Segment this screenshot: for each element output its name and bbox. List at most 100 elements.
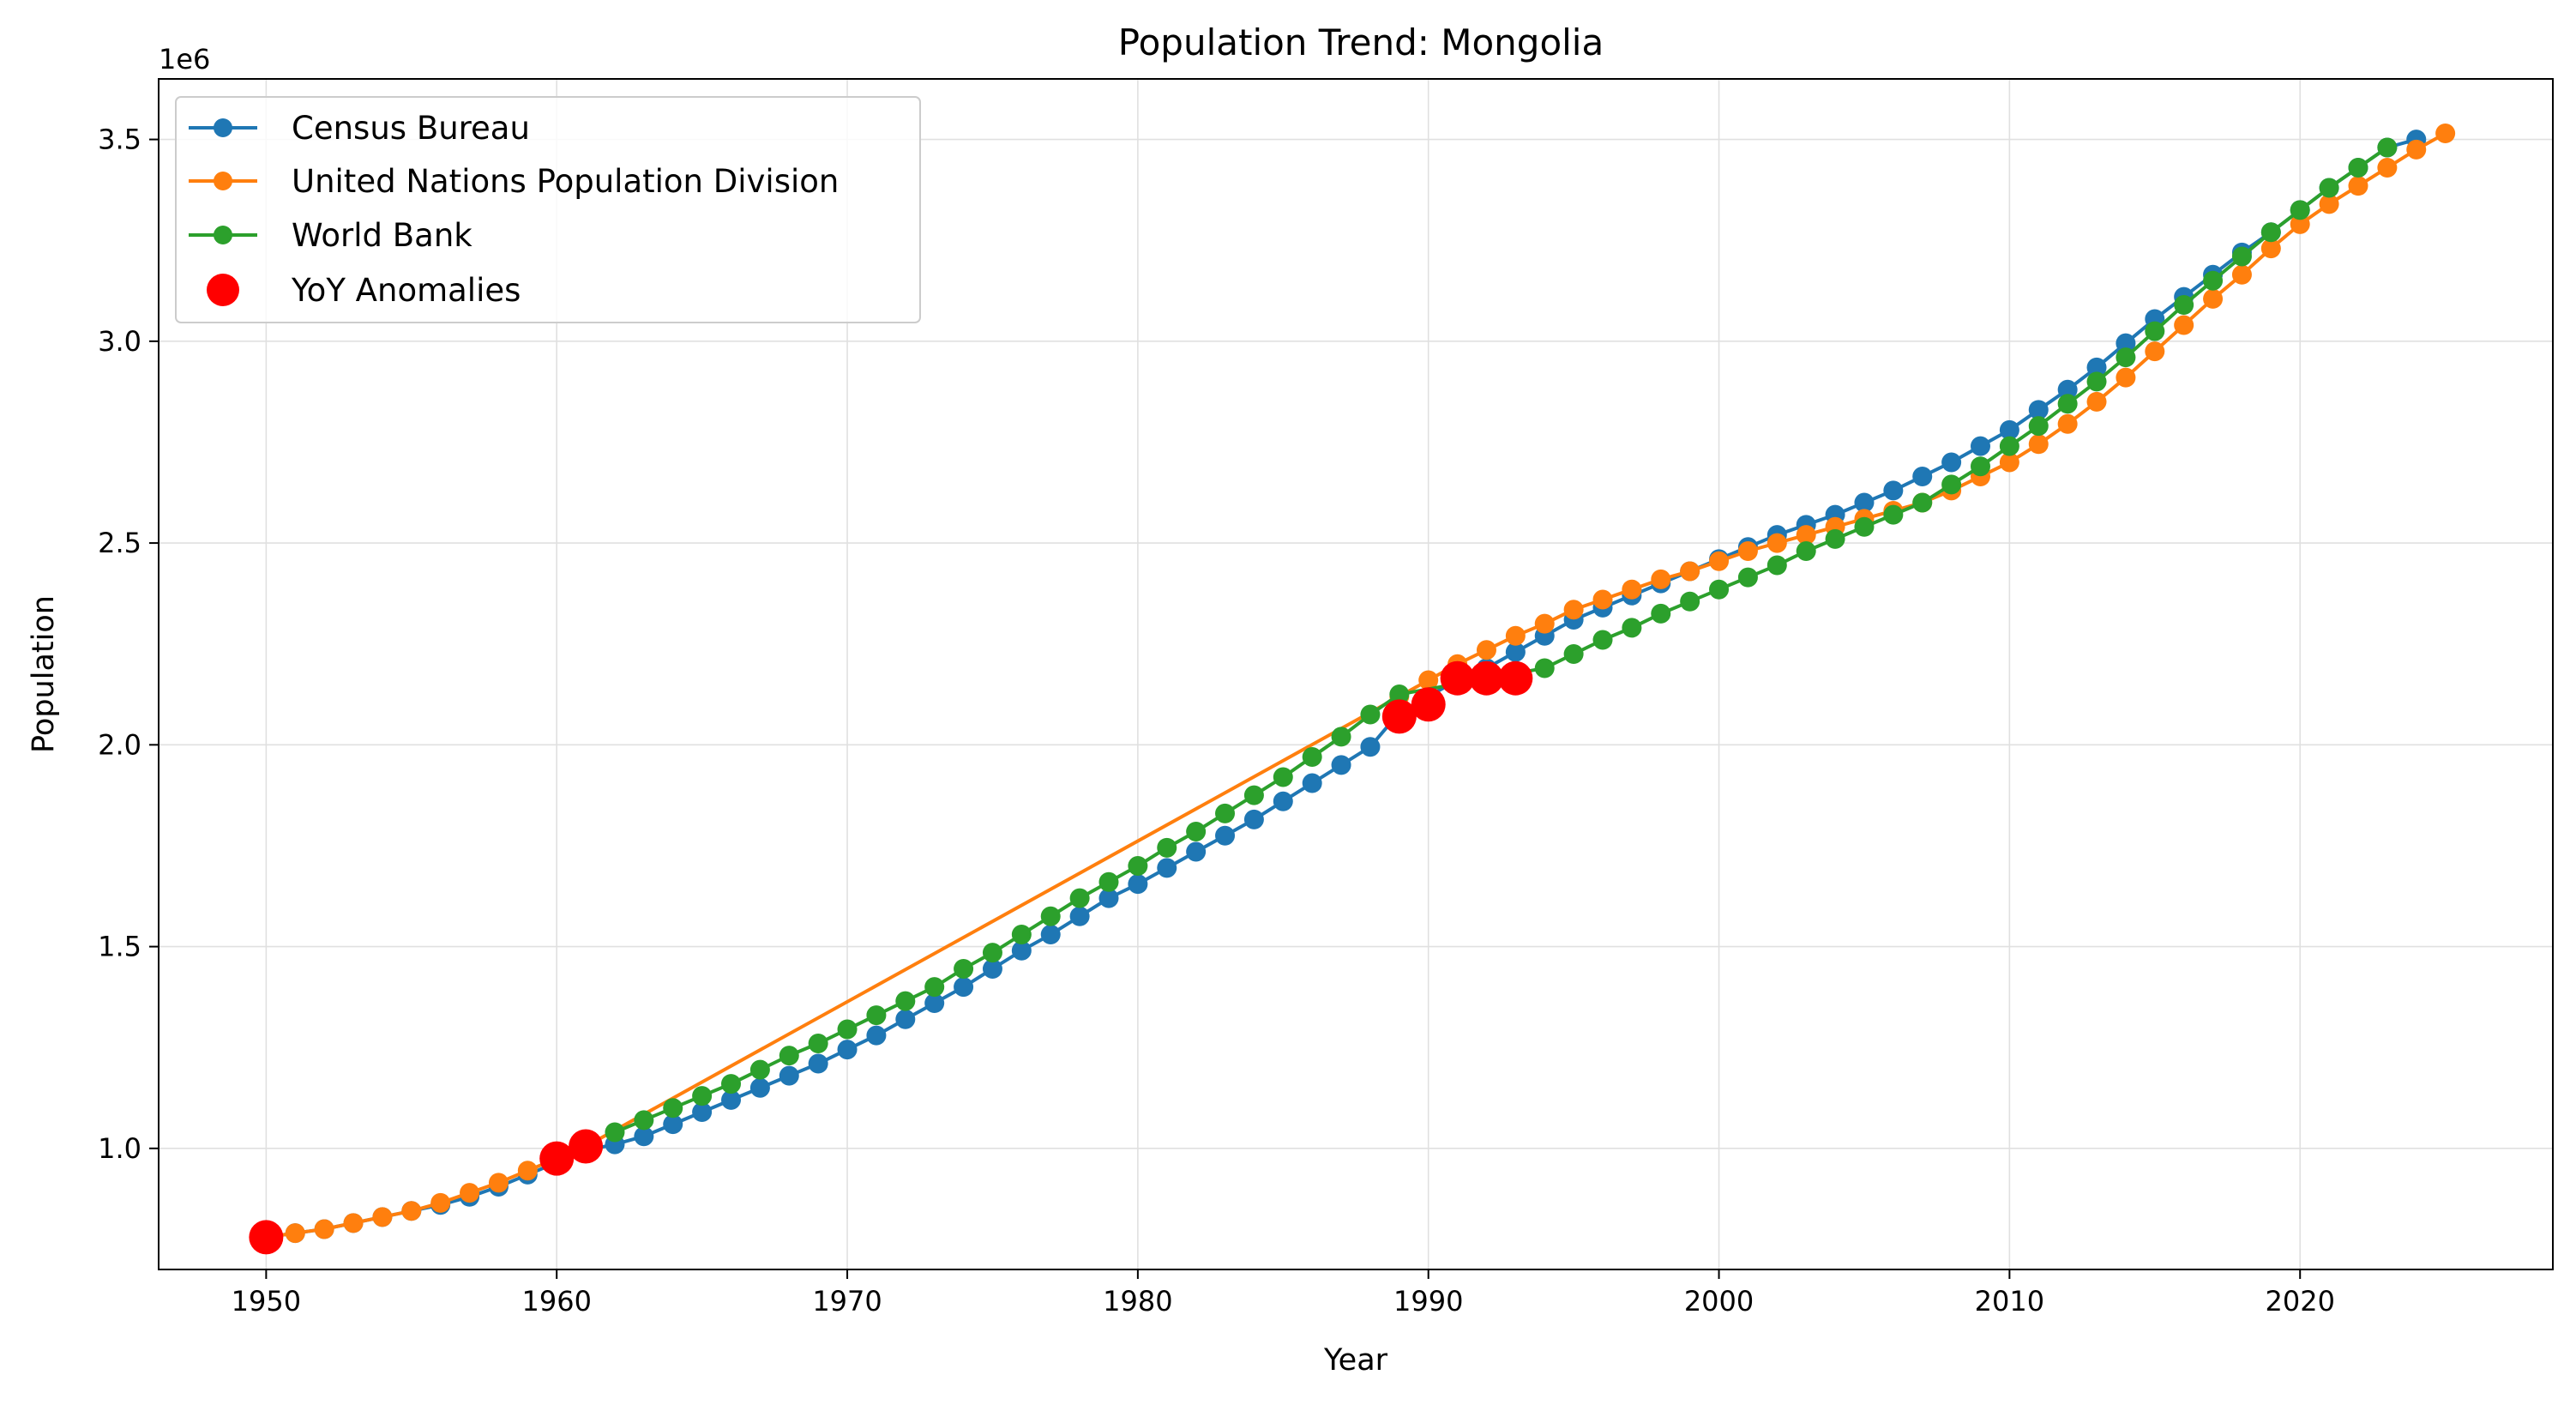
data-point-world-bank xyxy=(1912,492,1933,513)
anomaly-point xyxy=(1469,660,1504,696)
data-point-census-bureau xyxy=(982,958,1002,979)
anomaly-point xyxy=(1440,660,1475,696)
data-point-census-bureau xyxy=(1331,755,1351,775)
legend-label-anomalies: YoY Anomalies xyxy=(291,272,521,309)
data-point-united-nations-population-division xyxy=(517,1161,538,1181)
data-point-world-bank xyxy=(2348,158,2368,178)
data-point-world-bank xyxy=(1040,906,1061,926)
data-point-world-bank xyxy=(808,1034,828,1054)
data-point-united-nations-population-division xyxy=(2028,434,2049,455)
data-point-united-nations-population-division xyxy=(2348,176,2368,196)
data-point-census-bureau xyxy=(2057,379,2078,400)
data-point-world-bank xyxy=(1563,643,1584,664)
data-point-united-nations-population-division xyxy=(1766,533,1787,553)
y-axis-ticks: 1.0 1.5 2.0 2.5 3.0 3.5 xyxy=(98,124,159,1165)
data-point-world-bank xyxy=(634,1110,654,1131)
data-point-world-bank xyxy=(1709,579,1730,600)
data-point-world-bank xyxy=(1302,746,1322,767)
data-point-world-bank xyxy=(1622,618,1642,638)
data-point-united-nations-population-division xyxy=(2435,124,2456,144)
data-point-census-bureau xyxy=(749,1077,770,1098)
x-tick-label: 2010 xyxy=(1975,1285,2044,1318)
anomaly-point xyxy=(1381,699,1417,734)
data-point-world-bank xyxy=(1970,456,1990,477)
data-point-world-bank xyxy=(1098,871,1119,892)
data-point-united-nations-population-division xyxy=(1796,525,1816,546)
data-point-united-nations-population-division xyxy=(401,1201,422,1221)
data-point-united-nations-population-division xyxy=(1505,625,1526,646)
data-point-world-bank xyxy=(1215,803,1236,823)
data-point-world-bank xyxy=(1069,888,1090,908)
series-layer xyxy=(256,124,2456,1247)
legend-swatch-anomaly-marker xyxy=(207,274,239,306)
data-point-census-bureau xyxy=(1505,642,1526,662)
data-point-census-bureau xyxy=(895,1009,916,1029)
data-point-world-bank xyxy=(1854,516,1875,537)
data-point-world-bank xyxy=(2086,371,2107,392)
data-point-world-bank xyxy=(663,1098,683,1119)
legend-swatch-un-marker xyxy=(214,172,232,190)
series-world-bank xyxy=(605,137,2398,1143)
data-point-united-nations-population-division xyxy=(1563,600,1584,620)
data-point-united-nations-population-division xyxy=(372,1207,393,1227)
y-tick-label: 2.0 xyxy=(98,728,141,761)
data-point-united-nations-population-division xyxy=(2406,139,2427,160)
data-point-world-bank xyxy=(924,977,945,998)
data-point-world-bank xyxy=(2028,416,2049,437)
data-point-world-bank xyxy=(1651,603,1671,624)
data-point-united-nations-population-division xyxy=(2174,315,2194,335)
data-point-world-bank xyxy=(1796,540,1816,561)
data-point-census-bureau xyxy=(1098,888,1119,908)
x-axis-label: Year xyxy=(1323,1343,1388,1378)
data-point-census-bureau xyxy=(1157,858,1177,878)
chart-title: Population Trend: Mongolia xyxy=(1118,21,1604,63)
series-united-nations-population-division xyxy=(256,124,2456,1247)
data-point-census-bureau xyxy=(721,1089,742,1110)
data-point-world-bank xyxy=(1680,591,1700,612)
data-point-united-nations-population-division xyxy=(343,1213,364,1233)
data-point-united-nations-population-division xyxy=(2145,341,2165,362)
data-point-world-bank xyxy=(1883,504,1904,525)
data-point-world-bank xyxy=(1331,727,1351,747)
data-point-census-bureau xyxy=(808,1053,828,1074)
data-point-united-nations-population-division xyxy=(1534,613,1555,634)
data-point-world-bank xyxy=(2319,178,2339,198)
data-point-united-nations-population-division xyxy=(1622,579,1642,600)
data-point-world-bank xyxy=(2174,294,2194,315)
data-point-world-bank xyxy=(2116,347,2136,368)
data-point-world-bank xyxy=(1273,767,1293,787)
data-point-census-bureau xyxy=(924,992,945,1013)
data-point-united-nations-population-division xyxy=(1476,640,1496,660)
data-point-united-nations-population-division xyxy=(2116,367,2136,388)
data-point-world-bank xyxy=(1157,837,1177,858)
legend: Census Bureau United Nations Population … xyxy=(175,96,921,323)
legend-swatch-worldbank-marker xyxy=(214,226,232,244)
data-point-census-bureau xyxy=(1999,419,2019,440)
y-tick-label: 2.5 xyxy=(98,527,141,559)
data-point-world-bank xyxy=(1243,785,1264,805)
data-point-world-bank xyxy=(1186,821,1207,841)
x-axis-ticks: 1950 1960 1970 1980 1990 2000 2010 2020 xyxy=(232,1269,2335,1318)
data-point-united-nations-population-division xyxy=(2319,194,2339,214)
data-point-world-bank xyxy=(1999,436,2019,456)
anomaly-point xyxy=(569,1129,604,1164)
data-point-world-bank xyxy=(1825,528,1845,549)
data-point-census-bureau xyxy=(2028,400,2049,420)
data-point-census-bureau xyxy=(1215,825,1236,846)
data-point-world-bank xyxy=(2290,200,2310,220)
data-point-world-bank xyxy=(605,1122,625,1143)
data-point-world-bank xyxy=(982,943,1002,963)
data-point-census-bureau xyxy=(954,977,974,998)
anomaly-point xyxy=(1498,660,1533,696)
data-point-united-nations-population-division xyxy=(488,1173,509,1193)
data-point-world-bank xyxy=(954,958,974,979)
anomaly-point xyxy=(1411,687,1446,722)
y-axis-label: Population xyxy=(27,595,61,753)
data-point-world-bank xyxy=(1766,555,1787,576)
data-point-world-bank xyxy=(721,1074,742,1094)
y-tick-label: 3.0 xyxy=(98,325,141,358)
data-point-census-bureau xyxy=(1186,841,1207,862)
data-point-united-nations-population-division xyxy=(2086,391,2107,412)
data-point-united-nations-population-division xyxy=(1737,540,1758,561)
x-tick-label: 1970 xyxy=(812,1285,882,1318)
